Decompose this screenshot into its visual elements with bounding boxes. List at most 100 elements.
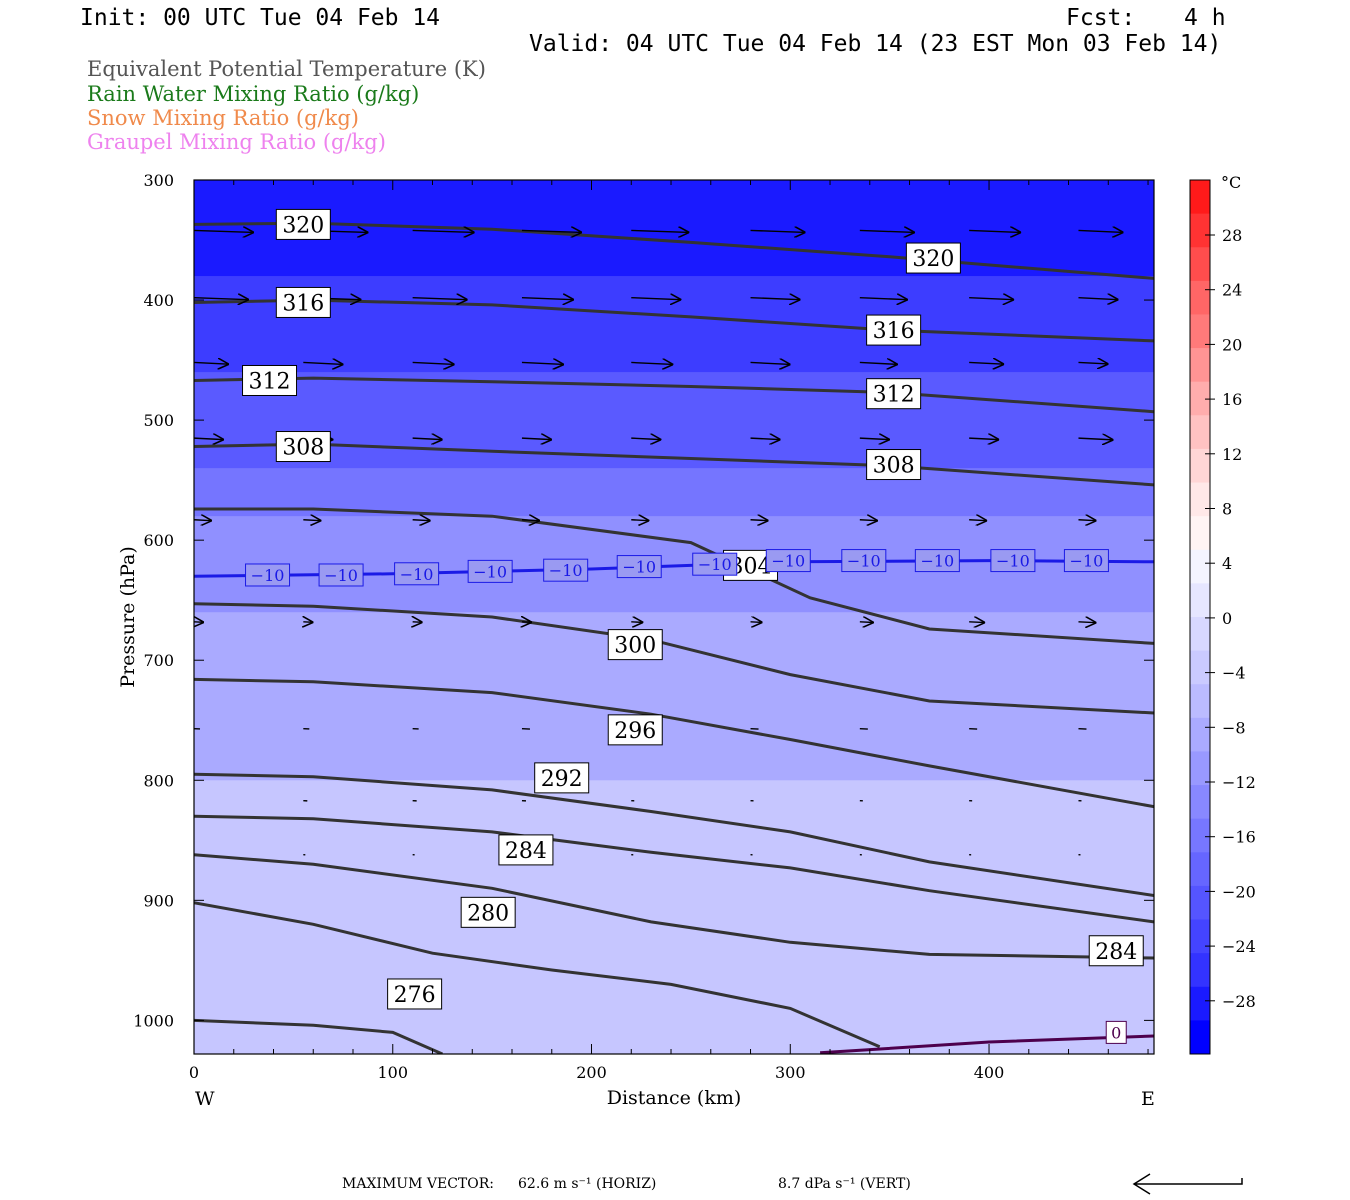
contour-labels: 3203203163163123123083083043002962922842… bbox=[242, 208, 1144, 1044]
colorbar: 28 24 20 16 12 8 4 0 −4 −8 −12 −16 −20 −24 −28 bbox=[1189, 179, 1256, 1055]
colorbar-label-24: 24 bbox=[1222, 281, 1242, 300]
max-vector-vert: 8.7 dPa s⁻¹ (VERT) bbox=[778, 1176, 911, 1192]
temperature-label-box-−10-7 bbox=[765, 549, 811, 573]
y-tick-label-1000: 1000 bbox=[133, 1011, 174, 1030]
wind-vector-452-390 bbox=[969, 362, 1004, 364]
wind-vectors bbox=[194, 230, 1123, 856]
colorbar-swatch-17 bbox=[1190, 751, 1210, 786]
wind-vector-452-280 bbox=[750, 362, 791, 364]
y-tick-label-800: 800 bbox=[143, 771, 174, 790]
colorbar-label--24: −24 bbox=[1222, 937, 1256, 956]
wind-vector-583-55 bbox=[303, 520, 321, 521]
temperature-label-−10-7: −10 bbox=[771, 552, 805, 571]
x-tick-label-300: 300 bbox=[775, 1063, 806, 1082]
wind-vector-583-335 bbox=[859, 520, 878, 521]
colorbar-swatch-18 bbox=[1190, 785, 1210, 820]
wind-vector-668-390 bbox=[969, 622, 985, 623]
wind-vector-583-220 bbox=[631, 520, 649, 521]
y-tick-label-700: 700 bbox=[143, 651, 174, 670]
colorbar-swatch-11 bbox=[1190, 549, 1210, 584]
colorbar-swatch-25 bbox=[1190, 1020, 1210, 1055]
temperature-label-−10-11: −10 bbox=[1070, 552, 1104, 571]
temperature-band-9 bbox=[194, 612, 1154, 686]
theta-e-label-308-0: 308 bbox=[282, 436, 324, 461]
temperature-label-box-−10-6 bbox=[692, 552, 738, 576]
colorbar-label--16: −16 bbox=[1222, 828, 1256, 847]
colorbar-label-16: 16 bbox=[1222, 390, 1242, 409]
theta-e-label-316-0: 316 bbox=[282, 291, 324, 316]
theta-e-label-280-0: 280 bbox=[467, 901, 509, 926]
wind-vector-398-390 bbox=[969, 298, 1014, 300]
colorbar-swatch-23 bbox=[1190, 953, 1210, 988]
wind-vector-583-445 bbox=[1078, 520, 1096, 521]
wind-vector-342-445 bbox=[1078, 230, 1123, 232]
colorbar-swatch-2 bbox=[1190, 247, 1210, 282]
colorbar-label-20: 20 bbox=[1222, 335, 1242, 354]
theta-e-contour-296 bbox=[194, 677, 1154, 809]
temperature-label-box-−10-2 bbox=[394, 562, 440, 586]
wind-vector-452-0 bbox=[194, 362, 229, 364]
max-vector-label: MAXIMUM VECTOR: bbox=[342, 1176, 494, 1192]
theta-e-label-box-320-0 bbox=[275, 208, 331, 240]
theta-e-label-box-280-0 bbox=[460, 896, 516, 928]
wind-vector-398-335 bbox=[859, 298, 908, 300]
wind-vector-668-0 bbox=[194, 622, 204, 623]
wind-vector-668-280 bbox=[750, 622, 763, 623]
wind-vector-342-335 bbox=[859, 230, 915, 232]
colorbar-label--20: −20 bbox=[1222, 882, 1256, 901]
colorbar-swatch-24 bbox=[1190, 986, 1210, 1021]
wind-vector-668-335 bbox=[859, 622, 874, 623]
temperature-label-−10-0: −10 bbox=[251, 566, 285, 585]
temperature-label-box-−10-9 bbox=[914, 549, 960, 573]
x-tick-label-0: 0 bbox=[189, 1063, 199, 1082]
theta-e-contour-288 bbox=[194, 814, 1154, 924]
temperature-contour-0 bbox=[820, 1034, 1154, 1054]
y-axis-title: Pressure (hPa) bbox=[117, 546, 139, 688]
theta-e-label-284-0: 284 bbox=[505, 839, 547, 864]
theta-e-label-box-316-0 bbox=[275, 286, 331, 318]
temperature-label-box-−10-8 bbox=[841, 549, 887, 573]
wind-vector-668-165 bbox=[522, 622, 532, 623]
colorbar-label-12: 12 bbox=[1222, 445, 1242, 464]
wind-vector-668-55 bbox=[303, 622, 313, 623]
theta-e-label-320-0: 320 bbox=[282, 213, 324, 238]
theta-e-label-box-292-0 bbox=[534, 762, 590, 794]
theta-e-label-296-0: 296 bbox=[614, 719, 656, 744]
y-tick-label-500: 500 bbox=[143, 411, 174, 430]
colorbar-swatch-16 bbox=[1190, 717, 1210, 752]
colorbar-swatch-6 bbox=[1190, 381, 1210, 416]
temperature-band-12 bbox=[194, 900, 1154, 1054]
theta-e-label-276-0: 276 bbox=[394, 983, 436, 1008]
wind-vector-342-165 bbox=[521, 230, 582, 232]
temperature-label-0-0: 0 bbox=[1111, 1023, 1121, 1042]
colorbar-label-8: 8 bbox=[1222, 500, 1232, 519]
theta-e-label-box-312-1 bbox=[866, 378, 922, 410]
wind-vector-515-390 bbox=[969, 438, 999, 440]
temperature-label-box-−10-10 bbox=[990, 549, 1036, 573]
wind-vector-342-110 bbox=[412, 230, 475, 232]
temperature-shading bbox=[194, 180, 1154, 1054]
theta-e-label-box-276-0 bbox=[387, 978, 443, 1010]
plot-frame bbox=[193, 179, 1155, 1055]
temperature-band-6 bbox=[194, 468, 1154, 518]
temperature-label-box-−10-0 bbox=[245, 563, 291, 587]
theta-e-label-box-284-1 bbox=[1088, 935, 1144, 967]
y-tick-label-600: 600 bbox=[143, 531, 174, 550]
colorbar-swatch-3 bbox=[1190, 280, 1210, 315]
cross-section-chart: 3203203163163123123083083043002962922842… bbox=[117, 171, 1256, 1110]
temperature-band-10 bbox=[194, 684, 1154, 782]
colorbar-swatch-14 bbox=[1190, 650, 1210, 685]
theta-e-label-box-300-0 bbox=[607, 629, 663, 661]
temperature-label-−10-4: −10 bbox=[549, 561, 583, 580]
theta-e-contour-276 bbox=[194, 1018, 443, 1054]
legend-rain-water: Rain Water Mixing Ratio (g/kg) bbox=[87, 82, 420, 106]
colorbar-unit: °C bbox=[1221, 173, 1241, 192]
legend-snow: Snow Mixing Ratio (g/kg) bbox=[87, 106, 359, 130]
legend-graupel: Graupel Mixing Ratio (g/kg) bbox=[87, 130, 386, 154]
theta-e-label-box-296-0 bbox=[607, 714, 663, 746]
theta-e-label-312-1: 312 bbox=[873, 383, 915, 408]
wind-vector-668-220 bbox=[631, 622, 643, 623]
theta-e-label-312-0: 312 bbox=[249, 369, 291, 394]
wind-vector-515-220 bbox=[631, 438, 661, 440]
wind-vector-398-220 bbox=[631, 298, 681, 300]
